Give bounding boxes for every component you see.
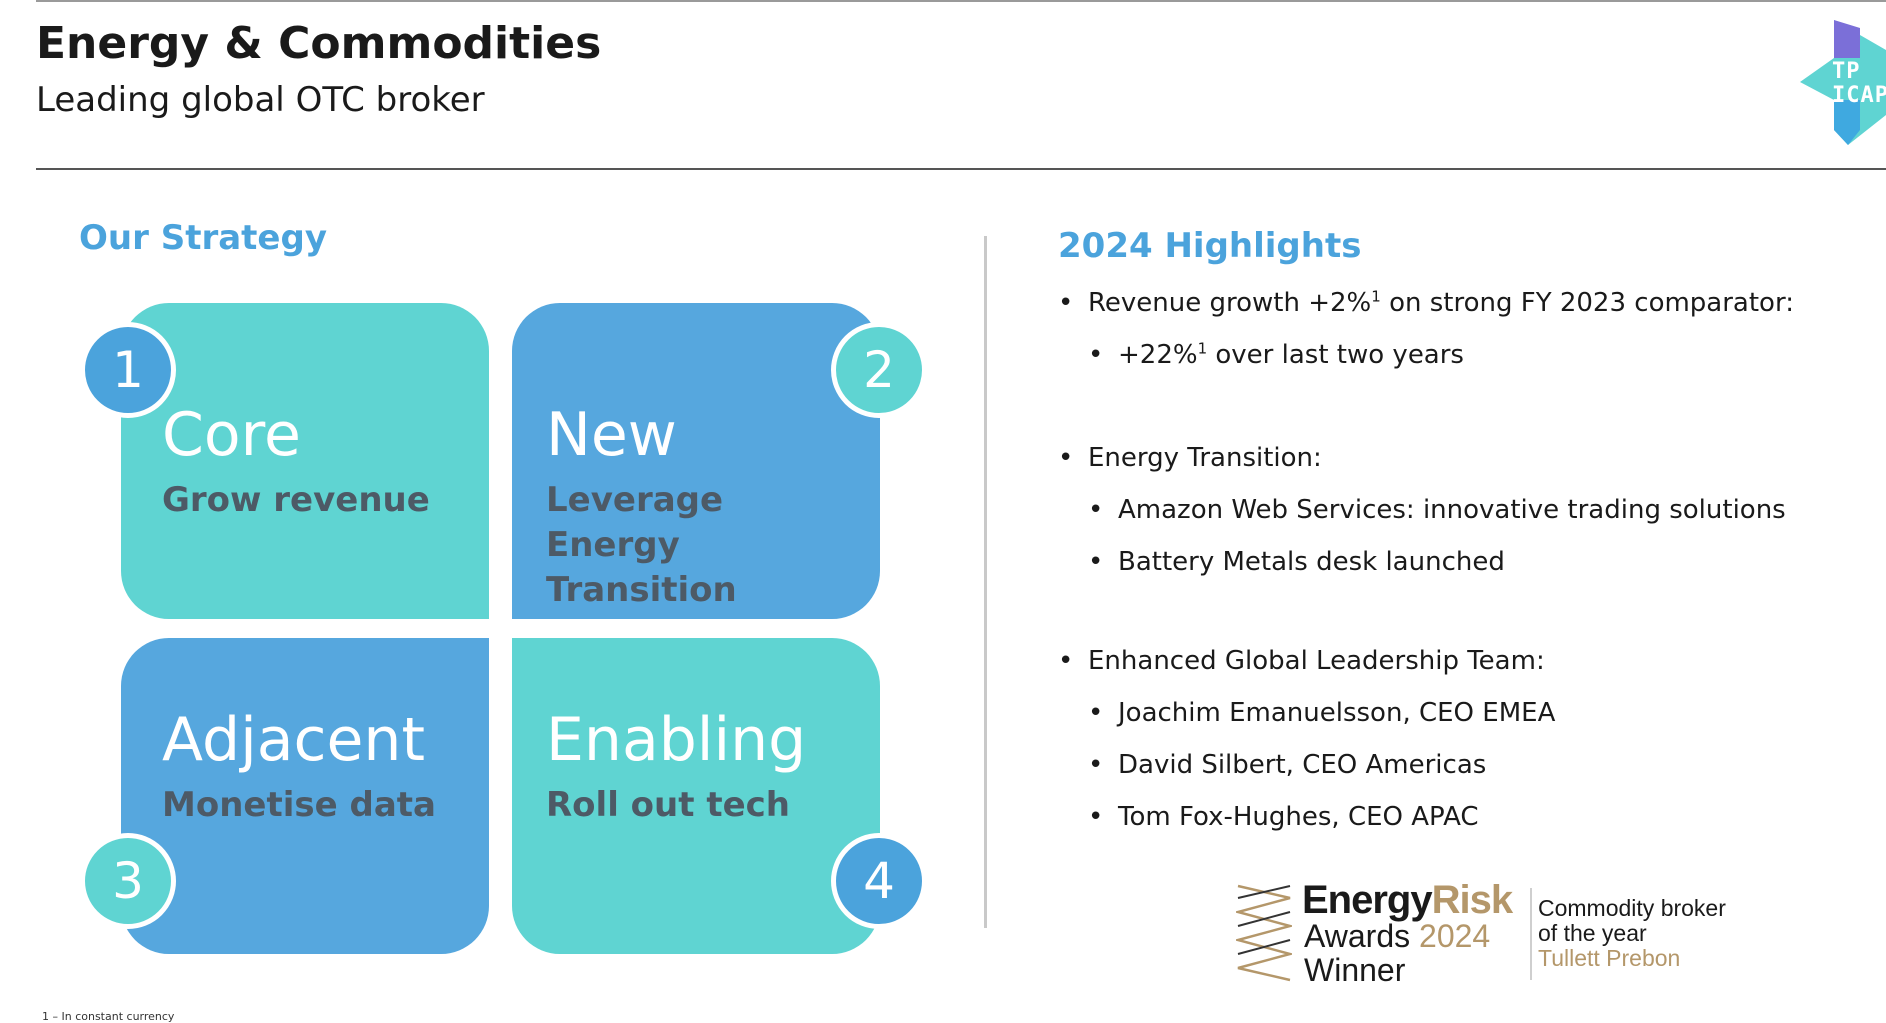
- header-divider: [36, 168, 1886, 170]
- highlight-ceo-emea: Joachim Emanuelsson, CEO EMEA: [1088, 696, 1555, 730]
- highlight-text: on strong FY 2023 comparator:: [1380, 288, 1794, 318]
- tile-subtitle: Roll out tech: [546, 785, 791, 825]
- award-year: 2024: [1419, 918, 1491, 954]
- strategy-tile-adjacent: Adjacent Monetise data: [121, 638, 489, 954]
- column-divider: [984, 236, 987, 928]
- logo-text: TP ICAP: [1832, 60, 1886, 108]
- award-separator: [1530, 888, 1532, 980]
- badge-2: 2: [831, 322, 927, 418]
- award-title: EnergyRisk: [1302, 878, 1513, 923]
- page-title: Energy & Commodities: [36, 18, 602, 69]
- tp-icap-logo-icon: [1800, 20, 1886, 145]
- award-energy: Energy: [1302, 878, 1433, 922]
- logo-line-1: TP: [1832, 59, 1861, 84]
- highlight-text: +22%: [1118, 340, 1198, 370]
- strategy-heading: Our Strategy: [79, 218, 327, 258]
- award-category: Commodity broker of the year: [1538, 895, 1726, 946]
- tile-name: Core: [162, 400, 301, 470]
- badge-1: 1: [80, 322, 176, 418]
- award-winner: Winner: [1304, 952, 1406, 988]
- tile-name: New: [546, 400, 677, 470]
- tile-subtitle: Leverage Energy Transition: [546, 480, 737, 610]
- highlight-revenue: Revenue growth +2%1 on strong FY 2023 co…: [1058, 286, 1794, 320]
- tile-subtitle: Monetise data: [162, 785, 436, 825]
- energy-risk-award-icon: [1236, 884, 1292, 982]
- badge-4: 4: [831, 833, 927, 929]
- strategy-tile-new: New Leverage Energy Transition: [512, 303, 880, 619]
- award-risk: Risk: [1431, 878, 1513, 922]
- highlight-text: Revenue growth +2%: [1088, 288, 1372, 318]
- highlight-energy-transition: Energy Transition:: [1058, 441, 1322, 475]
- footnote: 1 – In constant currency: [42, 1010, 175, 1023]
- highlight-battery-metals: Battery Metals desk launched: [1088, 545, 1505, 579]
- strategy-tile-enabling: Enabling Roll out tech: [512, 638, 880, 954]
- highlight-ceo-apac: Tom Fox-Hughes, CEO APAC: [1088, 800, 1479, 834]
- highlight-leadership: Enhanced Global Leadership Team:: [1058, 644, 1545, 678]
- award-subtitle: Awards 2024: [1304, 920, 1490, 952]
- tile-subtitle: Grow revenue: [162, 480, 430, 520]
- top-rule: [36, 0, 1886, 2]
- tile-name: Enabling: [546, 705, 807, 775]
- award-company: Tullett Prebon: [1538, 945, 1681, 971]
- footnote-marker: 1: [1197, 339, 1208, 358]
- strategy-tile-core: Core Grow revenue: [121, 303, 489, 619]
- highlight-text: over last two years: [1207, 340, 1464, 370]
- highlight-aws: Amazon Web Services: innovative trading …: [1088, 493, 1786, 527]
- footnote-marker: 1: [1371, 287, 1381, 306]
- page-subtitle: Leading global OTC broker: [36, 80, 485, 120]
- highlight-ceo-americas: David Silbert, CEO Americas: [1088, 748, 1486, 782]
- logo-line-2: ICAP: [1832, 83, 1886, 108]
- badge-3: 3: [80, 833, 176, 929]
- highlights-heading: 2024 Highlights: [1058, 226, 1362, 266]
- award-awards: Awards: [1304, 918, 1411, 954]
- tile-name: Adjacent: [162, 705, 425, 775]
- highlight-two-years: +22%1 over last two years: [1088, 338, 1464, 372]
